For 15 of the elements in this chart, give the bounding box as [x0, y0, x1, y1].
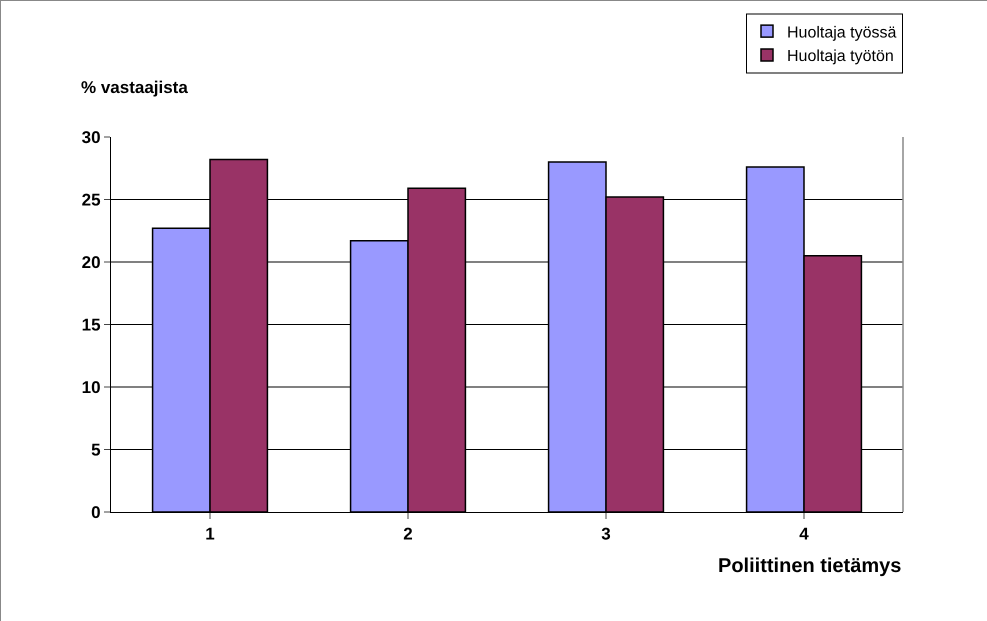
y-axis-title: % vastaajista: [81, 78, 188, 97]
x-tick-label: 4: [799, 524, 810, 544]
x-tick-label: 1: [205, 524, 215, 544]
y-tick-label: 5: [91, 440, 101, 460]
y-tick-label: 20: [82, 252, 101, 272]
legend-label: Huoltaja työtön: [787, 48, 894, 66]
y-tick-label: 15: [82, 315, 101, 334]
x-axis-title: Poliittinen tietämys: [718, 555, 902, 577]
y-tick-label: 0: [91, 502, 101, 522]
x-tick-label: 2: [403, 524, 413, 544]
y-tick-label: 30: [82, 128, 101, 147]
y-tick-label: 10: [82, 378, 101, 397]
y-tick-label: 25: [82, 190, 101, 210]
x-tick-label: 3: [601, 524, 611, 544]
legend-label: Huoltaja työssä: [787, 24, 896, 42]
